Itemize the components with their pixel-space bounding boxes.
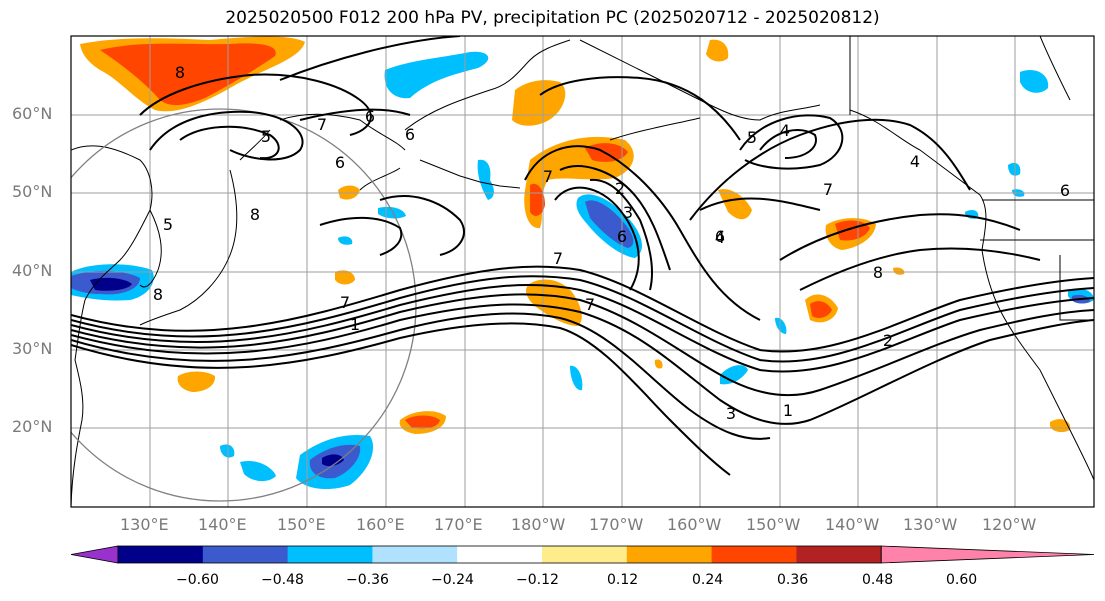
contour-label: 2 (615, 179, 625, 198)
lon-label-160e: 160°E (356, 515, 405, 534)
lon-label-180w: 180°W (511, 515, 566, 534)
lat-label-40n: 40°N (12, 261, 53, 280)
contour-label: 7 (823, 180, 833, 199)
lon-label-150e: 150°E (277, 515, 326, 534)
lat-label-50n: 50°N (12, 182, 53, 201)
colorbar-tick-label: 0.60 (946, 572, 978, 588)
colorbar-segment (542, 546, 628, 563)
contour-label: 7 (340, 293, 350, 312)
contour-label: 3 (726, 404, 736, 423)
contour-label: 5 (261, 127, 271, 146)
contour-label: 8 (153, 285, 163, 304)
colorbar-segment (711, 546, 797, 563)
contour-label: 5 (163, 215, 173, 234)
contour-label: 5 (747, 128, 757, 147)
contour-label: 6 (617, 227, 627, 246)
colorbar-tick-label: −0.12 (516, 572, 559, 588)
colorbar-segment (287, 546, 373, 563)
colorbar (70, 545, 1095, 564)
contour-label: 6 (1060, 181, 1070, 200)
colorbar-segment (372, 546, 458, 563)
colorbar-tick-label: 0.24 (692, 572, 724, 588)
contour-label: 7 (543, 167, 553, 186)
lon-label-130e: 130°E (120, 515, 169, 534)
contour-label: 1 (783, 401, 793, 420)
map-frame (70, 35, 1095, 508)
lon-label-140w: 140°W (825, 515, 880, 534)
radius-circle (71, 108, 417, 502)
colorbar-frame (117, 545, 882, 564)
lon-label-120w: 120°W (982, 515, 1037, 534)
colorbar-tick-label: 0.12 (607, 572, 639, 588)
colorbar-tick-label: 0.36 (777, 572, 809, 588)
contour-label: 8 (175, 63, 185, 82)
contour-label: 4 (910, 152, 920, 171)
contour-label: 6 (335, 153, 345, 172)
map-title: 2025020500 F012 200 hPa PV, precipitatio… (225, 8, 880, 28)
contour-label: 2 (883, 331, 893, 350)
lon-label-140e: 140°E (198, 515, 247, 534)
contour-label: 7 (317, 115, 327, 134)
pv-contours (71, 36, 1094, 476)
contour-label: 8 (250, 205, 260, 224)
precip-shading (71, 36, 1094, 490)
contour-label: 4 (715, 228, 725, 247)
colorbar-tick-label: −0.36 (346, 572, 389, 588)
contour-label: 6 (405, 125, 415, 144)
lon-label-150w: 150°W (746, 515, 801, 534)
colorbar-tick-label: −0.48 (261, 572, 304, 588)
lon-label-170w: 170°W (589, 515, 644, 534)
contour-label: 7 (585, 295, 595, 314)
colorbar-segment (457, 546, 543, 563)
colorbar-extend-max (880, 545, 1095, 564)
contour-label: 3 (623, 203, 633, 222)
contour-label: 1 (350, 315, 360, 334)
lat-label-60n: 60°N (12, 104, 53, 123)
lon-label-130w: 130°W (903, 515, 958, 534)
coastlines (71, 36, 1094, 507)
contour-label: 4 (780, 121, 790, 140)
contour-label: 6 (365, 107, 375, 126)
colorbar-segment (626, 546, 713, 563)
lon-label-160w: 160°W (667, 515, 722, 534)
colorbar-extend-min (70, 545, 119, 564)
colorbar-segment (202, 546, 289, 563)
colorbar-tick-label: −0.60 (176, 572, 219, 588)
lat-label-20n: 20°N (12, 417, 53, 436)
contour-label: 7 (553, 249, 563, 268)
contour-label: 6 (715, 227, 725, 246)
contour-label: 8 (873, 263, 883, 282)
lat-label-30n: 30°N (12, 339, 53, 358)
colorbar-segment (118, 546, 204, 563)
colorbar-tick-label: 0.48 (862, 572, 894, 588)
lon-label-170e: 170°E (434, 515, 483, 534)
colorbar-tick-label: −0.24 (431, 572, 474, 588)
colorbar-segment (796, 546, 882, 563)
